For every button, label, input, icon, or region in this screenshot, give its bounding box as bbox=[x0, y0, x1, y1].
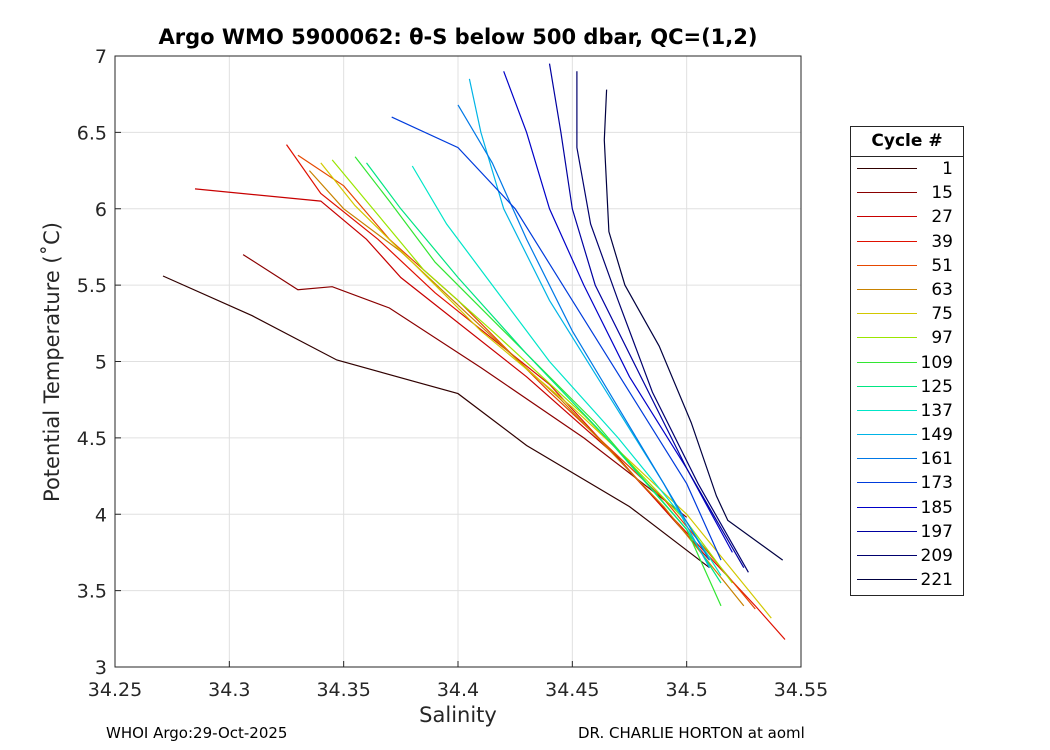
legend-item: 197 bbox=[851, 520, 963, 544]
x-tick-label: 34.45 bbox=[545, 679, 599, 701]
x-tick-label: 34.25 bbox=[88, 679, 142, 701]
legend-label: 75 bbox=[931, 304, 953, 325]
legend-swatch bbox=[857, 216, 917, 218]
legend: Cycle # 1 15 27 39 51 63 75 97 109 125 137 149 161 17… bbox=[850, 126, 964, 596]
legend-label: 185 bbox=[920, 497, 953, 518]
legend-swatch bbox=[857, 385, 917, 387]
legend-swatch bbox=[857, 530, 917, 532]
legend-item: 149 bbox=[851, 423, 963, 447]
y-tick-label: 5 bbox=[95, 352, 107, 374]
legend-item: 75 bbox=[851, 302, 963, 326]
x-tick-label: 34.5 bbox=[666, 679, 708, 701]
x-tick-label: 34.35 bbox=[316, 679, 370, 701]
grid-lines bbox=[114, 55, 802, 668]
legend-label: 173 bbox=[920, 473, 953, 494]
legend-label: 27 bbox=[931, 207, 953, 228]
legend-label: 39 bbox=[931, 231, 953, 252]
x-tick-label: 34.55 bbox=[774, 679, 828, 701]
axis-ticks: 34.25 34.3 34.35 34.4 34.45 34.5 34.55 3 3.5 4 4.5… bbox=[77, 46, 828, 701]
legend-swatch bbox=[857, 240, 917, 242]
legend-item: 109 bbox=[851, 351, 963, 375]
legend-item: 173 bbox=[851, 471, 963, 495]
legend-label: 63 bbox=[931, 279, 953, 300]
legend-label: 137 bbox=[920, 400, 953, 421]
legend-swatch bbox=[857, 434, 917, 436]
y-tick-label: 3.5 bbox=[77, 581, 107, 603]
legend-label: 149 bbox=[920, 425, 953, 446]
legend-swatch bbox=[857, 506, 917, 508]
y-tick-label: 7 bbox=[95, 46, 107, 68]
series-line-cycle-221 bbox=[603, 89, 784, 561]
legend-label: 109 bbox=[920, 352, 953, 373]
legend-item: 15 bbox=[851, 181, 963, 205]
series-line-cycle-63 bbox=[308, 170, 745, 607]
legend-swatch bbox=[857, 482, 917, 484]
y-tick-label: 4.5 bbox=[77, 428, 107, 450]
legend-label: 125 bbox=[920, 376, 953, 397]
series-line-cycle-1 bbox=[162, 275, 710, 569]
legend-swatch bbox=[857, 288, 917, 290]
legend-item: 185 bbox=[851, 496, 963, 520]
series-line-cycle-209 bbox=[576, 71, 749, 573]
legend-swatch bbox=[857, 409, 917, 411]
series-line-cycle-75 bbox=[320, 162, 772, 619]
legend-item: 1 bbox=[851, 157, 963, 181]
series-line-cycle-173 bbox=[391, 116, 722, 561]
series-line-cycle-197 bbox=[548, 63, 745, 568]
x-tick-label: 34.3 bbox=[208, 679, 250, 701]
legend-items: 1 15 27 39 51 63 75 97 109 125 137 149 161 173 185 197 2… bbox=[851, 157, 963, 592]
series-line-cycle-125 bbox=[366, 162, 722, 584]
legend-swatch bbox=[857, 313, 917, 315]
y-axis-label: Potential Temperature (˚C) bbox=[40, 222, 64, 502]
series-line-cycle-15 bbox=[242, 254, 688, 518]
legend-item: 39 bbox=[851, 230, 963, 254]
y-tick-label: 6 bbox=[95, 199, 107, 221]
x-tick-label: 34.4 bbox=[437, 679, 479, 701]
x-axis-label: Salinity bbox=[419, 703, 497, 727]
chart-title: Argo WMO 5900062: θ-S below 500 dbar, QC… bbox=[158, 25, 758, 49]
series-line-cycle-161 bbox=[457, 104, 711, 561]
y-tick-label: 5.5 bbox=[77, 275, 107, 297]
legend-label: 221 bbox=[920, 570, 953, 591]
series-line-cycle-27 bbox=[194, 188, 710, 561]
y-tick-label: 3 bbox=[95, 657, 107, 679]
legend-item: 221 bbox=[851, 568, 963, 592]
legend-item: 125 bbox=[851, 375, 963, 399]
legend-swatch bbox=[857, 192, 917, 194]
axes-box bbox=[114, 55, 802, 668]
legend-item: 51 bbox=[851, 254, 963, 278]
legend-title: Cycle # bbox=[851, 127, 963, 157]
legend-label: 15 bbox=[931, 183, 953, 204]
series-lines bbox=[162, 63, 786, 640]
legend-item: 27 bbox=[851, 205, 963, 229]
legend-swatch bbox=[857, 264, 917, 266]
legend-item: 63 bbox=[851, 278, 963, 302]
legend-swatch bbox=[857, 337, 917, 339]
legend-swatch bbox=[857, 555, 917, 556]
footer-credit: DR. CHARLIE HORTON at aoml bbox=[578, 724, 805, 742]
legend-swatch bbox=[857, 168, 917, 169]
legend-swatch bbox=[857, 361, 917, 363]
legend-label: 1 bbox=[942, 159, 953, 179]
legend-label: 161 bbox=[920, 449, 953, 470]
legend-label: 209 bbox=[920, 546, 953, 566]
legend-label: 197 bbox=[920, 521, 953, 542]
legend-swatch bbox=[857, 579, 917, 581]
legend-swatch bbox=[857, 458, 917, 460]
legend-label: 97 bbox=[931, 328, 953, 349]
legend-label: 51 bbox=[931, 255, 953, 276]
legend-item: 209 bbox=[851, 544, 963, 568]
legend-item: 161 bbox=[851, 447, 963, 471]
legend-item: 97 bbox=[851, 326, 963, 350]
legend-item: 137 bbox=[851, 399, 963, 423]
y-tick-label: 4 bbox=[95, 504, 107, 526]
y-tick-label: 6.5 bbox=[77, 122, 107, 144]
footer-source: WHOI Argo:29-Oct-2025 bbox=[106, 724, 288, 742]
